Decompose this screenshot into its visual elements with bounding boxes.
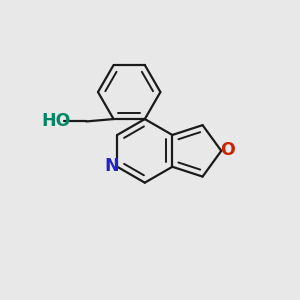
Text: O: O <box>220 141 235 159</box>
Text: HO: HO <box>42 112 71 130</box>
Text: N: N <box>104 157 118 175</box>
